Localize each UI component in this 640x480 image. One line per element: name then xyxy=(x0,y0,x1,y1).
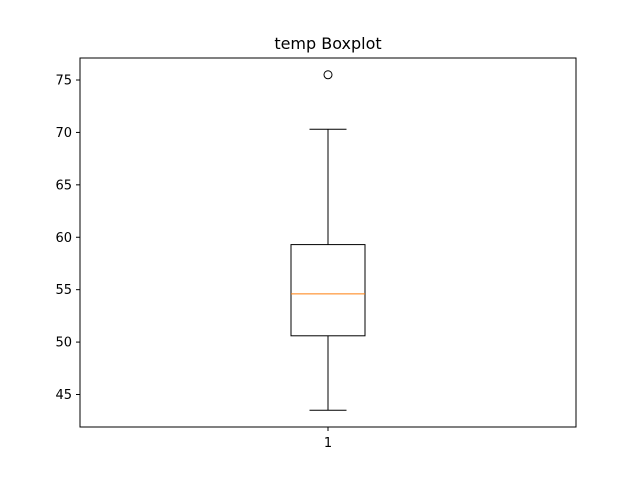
y-tick-label: 75 xyxy=(55,74,72,89)
y-tick-label: 65 xyxy=(55,178,72,193)
y-tick-label: 50 xyxy=(55,336,72,351)
y-tick-label: 70 xyxy=(55,126,72,141)
plot-frame xyxy=(79,57,577,428)
chart-title: temp Boxplot xyxy=(274,34,381,53)
x-tick-label: 1 xyxy=(324,436,332,451)
y-tick-label: 55 xyxy=(55,283,72,298)
y-tick-label: 60 xyxy=(55,231,72,246)
iqr-box xyxy=(290,244,366,337)
outlier-point xyxy=(323,70,333,80)
y-tick-label: 45 xyxy=(55,388,72,403)
